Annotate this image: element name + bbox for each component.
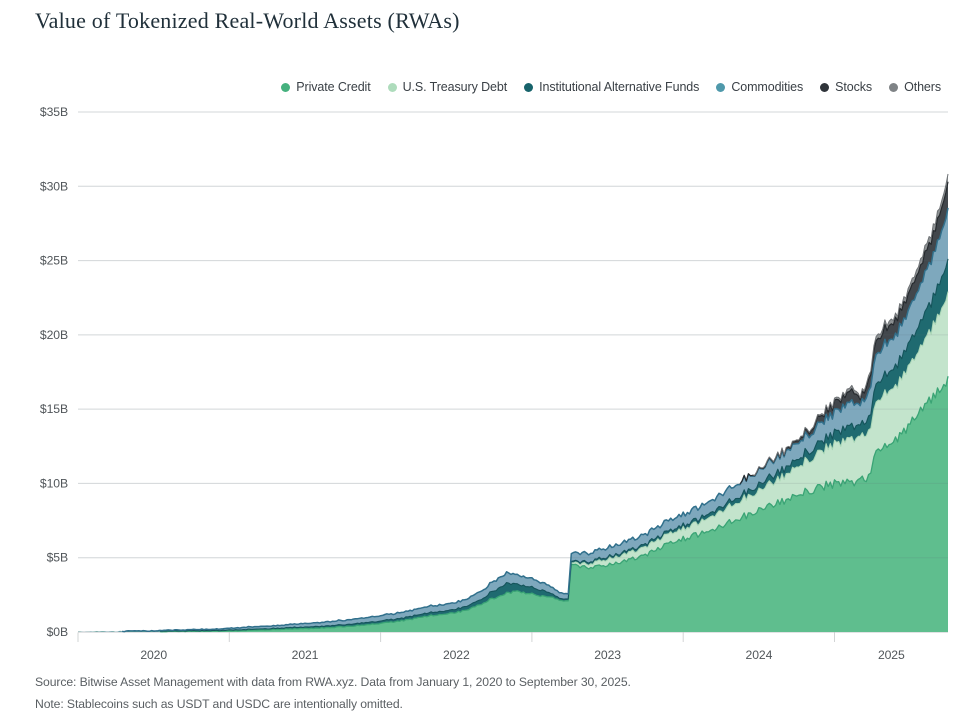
edge-private-credit (159, 376, 949, 633)
y-tick-label: $0B (47, 625, 68, 639)
area-private-credit (78, 376, 948, 632)
legend-label: Commodities (731, 80, 804, 94)
legend-dot-stocks (820, 82, 830, 92)
legend-item-commodities: Commodities (716, 80, 803, 94)
legend-dot-private-credit (281, 82, 291, 92)
source-note: Source: Bitwise Asset Management with da… (35, 675, 631, 689)
edge-institutional-alternative-funds (159, 258, 949, 632)
edge-commodities (121, 207, 949, 633)
legend-item-private-credit: Private Credit (281, 80, 371, 94)
legend-label: Others (904, 80, 941, 94)
legend-label: U.S. Treasury Debt (402, 80, 508, 94)
y-tick-label: $10B (40, 476, 68, 490)
legend-dot-u-s-treasury-debt (387, 82, 397, 92)
legend-item-u-s-treasury-debt: U.S. Treasury Debt (387, 80, 508, 94)
y-tick-label: $5B (47, 551, 68, 565)
x-axis-ticks (77, 632, 835, 642)
legend-item-others: Others (889, 80, 941, 94)
edge-u-s-treasury-debt (571, 291, 949, 566)
stablecoin-note: Note: Stablecoins such as USDT and USDC … (35, 697, 403, 711)
legend-label: Stocks (835, 80, 873, 94)
legend-dot-institutional-alternative-funds (524, 82, 534, 92)
y-tick-label: $35B (40, 105, 68, 119)
edge-others (752, 173, 949, 476)
legend-item-stocks: Stocks (820, 80, 872, 94)
legend-label: Institutional Alternative Funds (539, 80, 700, 94)
y-tick-label: $15B (40, 402, 68, 416)
legend-label: Private Credit (296, 80, 371, 94)
x-tick-label: 2022 (443, 648, 470, 662)
x-tick-label: 2024 (746, 648, 773, 662)
gridline-overlay (78, 111, 948, 559)
y-tick-label: $25B (40, 254, 68, 268)
y-tick-label: $20B (40, 328, 68, 342)
legend-item-institutional-alternative-funds: Institutional Alternative Funds (524, 80, 699, 94)
y-tick-label: $30B (40, 179, 68, 193)
x-axis-labels: 2020 2021 2022 2023 2024 2025 (140, 648, 905, 662)
x-tick-label: 2023 (594, 648, 621, 662)
x-tick-label: 2021 (292, 648, 319, 662)
x-tick-label: 2020 (140, 648, 167, 662)
area-fills (78, 174, 948, 633)
legend-dot-others (889, 82, 899, 92)
legend-dot-commodities (716, 82, 726, 92)
chart-title: Value of Tokenized Real-World Assets (RW… (35, 8, 460, 33)
x-tick-label: 2025 (878, 648, 905, 662)
area-strokes (121, 173, 949, 633)
chart-legend: Private Credit U.S. Treasury Debt Institut… (281, 80, 941, 94)
y-axis-labels: $0B $5B $10B $15B $20B $25B $30B $35B (40, 105, 68, 639)
